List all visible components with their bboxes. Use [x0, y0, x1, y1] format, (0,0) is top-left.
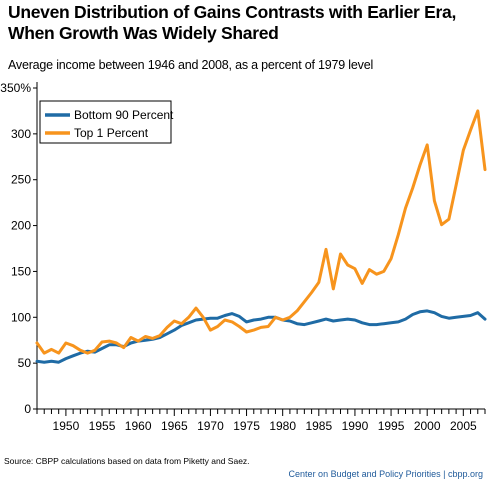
- x-tick-label: 1950: [53, 419, 80, 433]
- y-tick-label: 250: [11, 173, 31, 187]
- x-tick-label: 2000: [414, 419, 441, 433]
- y-tick-label: 100: [11, 310, 31, 324]
- legend-label-top-1: Top 1 Percent: [74, 126, 149, 140]
- x-tick-label: 1995: [378, 419, 405, 433]
- x-tick-label: 2005: [450, 419, 477, 433]
- legend-label-bottom-90: Bottom 90 Percent: [74, 108, 174, 122]
- y-tick-label: 50: [18, 356, 32, 370]
- x-tick-label: 1980: [269, 419, 296, 433]
- x-tick-label: 1970: [197, 419, 224, 433]
- x-tick-label: 1965: [161, 419, 188, 433]
- chart-title-line1: Uneven Distribution of Gains Contrasts w…: [8, 2, 457, 22]
- source-note: Source: CBPP calculations based on data …: [4, 456, 250, 466]
- chart-title: Uneven Distribution of Gains Contrasts w…: [8, 2, 482, 44]
- y-tick-label: 300: [11, 127, 31, 141]
- series-line-top-1: [35, 109, 487, 355]
- y-tick-label: 150: [11, 264, 31, 278]
- chart-title-line2: When Growth Was Widely Shared: [8, 23, 279, 43]
- chart-subtitle: Average income between 1946 and 2008, as…: [8, 58, 374, 72]
- y-tick-label: 350%: [0, 81, 31, 95]
- x-tick-label: 1960: [125, 419, 152, 433]
- credit-line: Center on Budget and Policy Priorities |…: [288, 469, 483, 479]
- series-line-bottom-90: [35, 309, 487, 364]
- y-tick-label: 200: [11, 219, 31, 233]
- x-tick-label: 1985: [305, 419, 332, 433]
- legend-box: [39, 100, 172, 144]
- x-tick-label: 1955: [89, 419, 116, 433]
- x-tick-label: 1975: [233, 419, 260, 433]
- y-tick-label: 0: [24, 402, 31, 416]
- x-tick-label: 1990: [342, 419, 369, 433]
